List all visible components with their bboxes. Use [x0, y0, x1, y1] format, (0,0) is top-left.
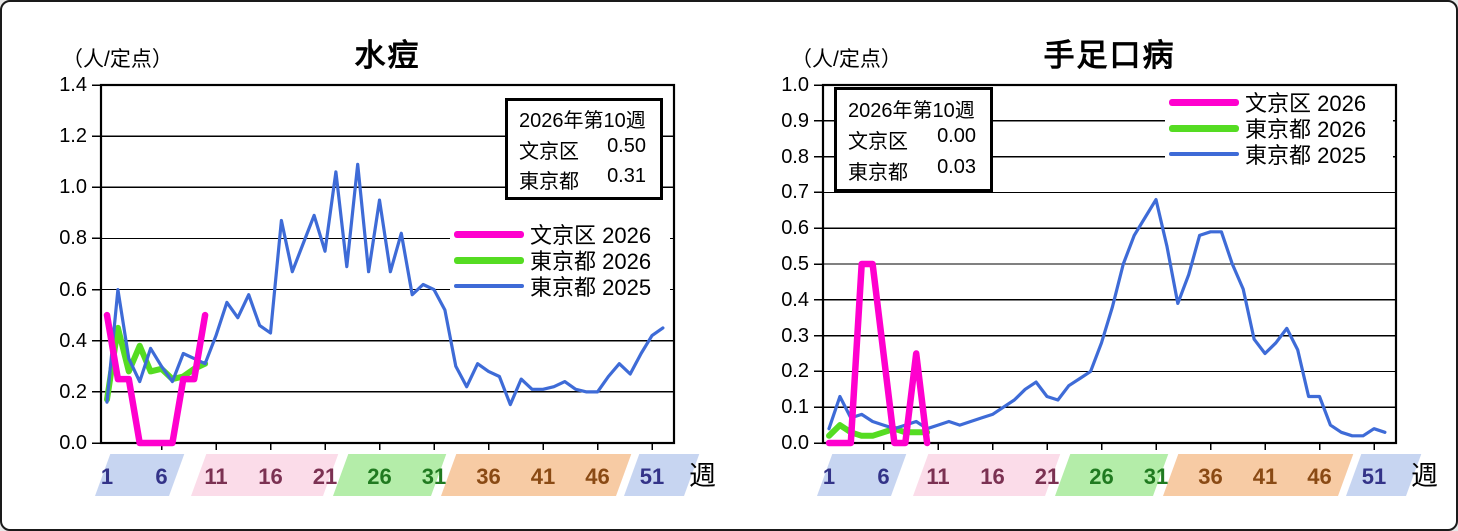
legend: 文京区 2026 東京都 2026 東京都 2025 [1165, 90, 1393, 168]
info-box-series-value: 0.31 [607, 164, 646, 187]
info-box-week-title: 2026年第10週 [519, 110, 646, 133]
info-box-series-name: 東京都 [519, 170, 579, 193]
blue-line-sample-icon [1169, 152, 1239, 156]
plot-frame [821, 83, 1398, 445]
x-axis-week-label: 11 [926, 464, 950, 489]
y-axis-tick-label: 0.4 [781, 288, 809, 311]
latest-week-info-box: 2026年第10週 文京区 0.50 東京都 0.31 [505, 98, 663, 200]
legend-label: 東京都 2025 [530, 275, 652, 300]
x-axis-unit-label: 週 [1411, 461, 1438, 491]
series-line-文京区 2026 [825, 260, 931, 447]
green-line-sample-icon [454, 256, 524, 264]
info-box-series-value: 0.03 [937, 156, 976, 178]
y-axis-tick-label: 1.0 [781, 74, 809, 96]
legend-label: 文京区 2026 [530, 223, 652, 248]
x-axis-week-label: 6 [155, 464, 168, 489]
y-axis-tick-label: 0.1 [781, 396, 809, 419]
y-axis-tick-label: 0.9 [781, 109, 809, 132]
series-line-文京区 2026 [103, 311, 209, 447]
y-axis-tick-label: 0.7 [781, 181, 809, 204]
magenta-line-sample-icon [454, 230, 524, 238]
x-axis-week-label: 16 [258, 464, 283, 489]
y-axis-tick-label: 0.3 [781, 324, 809, 347]
legend-label: 東京都 2025 [1245, 143, 1367, 168]
x-axis-week-label: 11 [204, 464, 228, 489]
blue-line-sample-icon [454, 284, 524, 288]
x-axis-week-label: 51 [1361, 464, 1387, 489]
chart-title: 手足口病 [1043, 38, 1176, 73]
y-axis-unit-label: （人/定点） [62, 48, 173, 71]
y-axis-tick-label: 1.2 [59, 125, 87, 148]
legend-label: 東京都 2026 [530, 249, 652, 274]
chart-varicella: 水痘 （人/定点） 1.4 1.2 1.0 0.8 0.6 0.4 0.2 0.0 1 6 11 1… [2, 2, 731, 529]
magenta-line-sample-icon [1169, 98, 1239, 106]
x-axis-unit-label: 週 [689, 461, 716, 491]
latest-week-info-box: 2026年第10週 文京区 0.00 東京都 0.03 [834, 87, 993, 192]
x-axis-week-label: 21 [312, 464, 338, 489]
info-box-row-bunkyo: 文京区 0.50 [519, 135, 646, 164]
x-axis-week-label: 31 [421, 464, 447, 489]
x-axis-week-label: 41 [530, 464, 556, 489]
info-box-week-title: 2026年第10週 [848, 100, 975, 122]
info-box-row-bunkyo: 文京区 0.00 [848, 125, 976, 154]
legend-label: 文京区 2026 [1245, 91, 1367, 116]
legend-item-tokyo-2025: 東京都 2025 [1169, 142, 1389, 168]
y-axis-tick-label: 0.4 [59, 329, 87, 352]
y-axis-tick-label: 1.4 [59, 74, 87, 96]
x-axis-week-label: 1 [100, 464, 114, 489]
y-axis-tick-label: 0.8 [781, 145, 809, 168]
info-box-series-name: 文京区 [848, 131, 908, 153]
info-box-series-name: 文京区 [519, 140, 579, 163]
legend-item-tokyo-2026: 東京都 2026 [1169, 116, 1389, 142]
legend-label: 東京都 2026 [1245, 117, 1367, 142]
info-box-series-value: 0.00 [937, 125, 976, 147]
y-axis-tick-label: 1.0 [59, 176, 87, 199]
x-axis-week-label: 26 [1089, 464, 1114, 489]
x-axis-week-label: 46 [1307, 464, 1332, 489]
y-axis-tick-label: 0.0 [59, 432, 87, 454]
green-line-sample-icon [1169, 124, 1239, 132]
y-axis-tick-label: 0.5 [781, 253, 809, 275]
y-axis-tick-label: 0.8 [59, 227, 87, 250]
legend: 文京区 2026 東京都 2026 東京都 2025 [450, 222, 670, 300]
info-box-series-name: 東京都 [848, 162, 908, 184]
legend-item-tokyo-2026: 東京都 2026 [454, 248, 666, 274]
info-box-row-tokyo: 東京都 0.03 [848, 156, 976, 185]
x-axis-week-label: 31 [1143, 464, 1169, 489]
x-axis-week-label: 26 [367, 464, 392, 489]
x-axis-week-label: 21 [1034, 464, 1060, 489]
info-box-series-value: 0.50 [607, 134, 646, 157]
x-axis-week-label: 46 [585, 464, 610, 489]
plot-area [92, 83, 676, 450]
series-line-東京都 2026 [104, 324, 209, 403]
chart-title: 水痘 [354, 38, 421, 73]
y-axis-tick-label: 0.6 [59, 278, 87, 301]
y-axis-unit-label: （人/定点） [791, 48, 902, 71]
legend-item-bunkyo-2026: 文京区 2026 [454, 222, 666, 248]
x-axis-week-label: 36 [1198, 464, 1223, 489]
x-axis-week-label: 51 [639, 464, 665, 489]
y-axis-tick-label: 0.2 [59, 380, 87, 403]
chart-hand-foot-mouth: 手足口病 （人/定点） 1.0 0.9 0.8 0.7 0.6 0.5 0.4 0.3 0.2 0… [731, 2, 1456, 529]
y-axis-tick-label: 0.6 [781, 217, 809, 240]
y-axis-tick-label: 0.0 [781, 432, 809, 454]
x-axis-week-label: 1 [822, 464, 836, 489]
info-box-row-tokyo: 東京都 0.31 [519, 165, 646, 194]
x-axis-week-label: 6 [877, 464, 890, 489]
x-axis-week-label: 36 [476, 464, 501, 489]
legend-item-bunkyo-2026: 文京区 2026 [1169, 90, 1389, 116]
plot-frame [99, 83, 676, 445]
x-axis-week-label: 16 [980, 464, 1005, 489]
legend-item-tokyo-2025: 東京都 2025 [454, 274, 666, 300]
y-axis-tick-label: 0.2 [781, 360, 809, 383]
x-axis-week-label: 41 [1252, 464, 1278, 489]
series-line-東京都 2026 [826, 422, 931, 439]
